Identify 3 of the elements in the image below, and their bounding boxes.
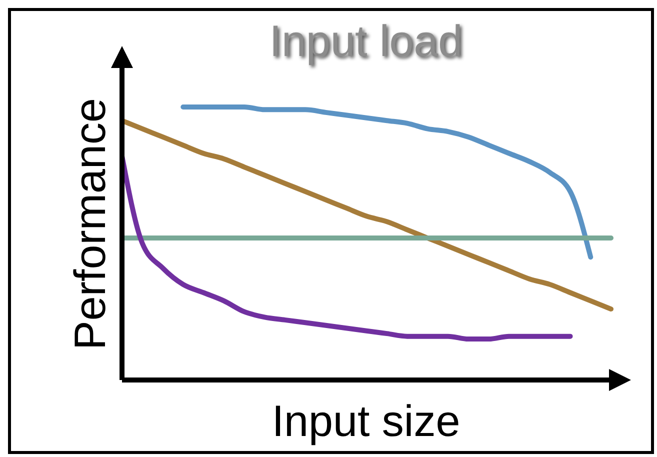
chart-title: Input load xyxy=(268,17,464,67)
x-axis-title: Input size xyxy=(270,397,462,447)
y-axis-title: Performance xyxy=(66,98,116,350)
